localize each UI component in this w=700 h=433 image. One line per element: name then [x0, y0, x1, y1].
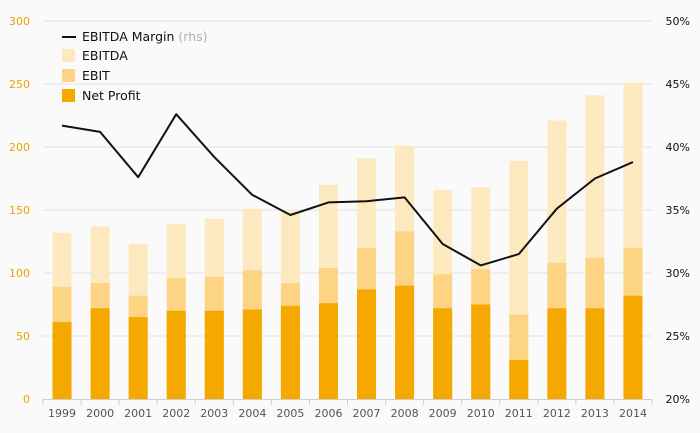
ebitda-margin-line	[61, 113, 634, 267]
legend-label-ebitda-margin-suffix: (rhs)	[178, 29, 207, 44]
legend-label-ebitda-margin-name: EBITDA Margin	[82, 29, 174, 44]
bar-net-profit-2009	[433, 308, 453, 399]
y-right-tick-label: 20%	[666, 393, 690, 406]
x-tick-label: 2006	[314, 407, 342, 420]
bar-net-profit-2004	[242, 309, 262, 399]
bar-net-profit-2002	[166, 310, 186, 399]
bar-net-profit-2011	[509, 359, 529, 399]
legend-swatch-ebit	[62, 69, 75, 82]
bar-net-profit-2014	[623, 295, 643, 399]
right-y-axis: 20% 25% 30% 35% 40% 45% 50%	[666, 15, 690, 406]
y-right-tick-label: 50%	[666, 15, 690, 28]
bar-net-profit-2010	[471, 304, 491, 399]
x-tick-label: 2011	[505, 407, 533, 420]
x-tick-label: 1999	[48, 407, 76, 420]
bar-net-profit-2003	[204, 310, 224, 399]
y-right-tick-label: 25%	[666, 330, 690, 343]
y-left-tick-label: 50	[16, 330, 30, 343]
x-tick-label: 2000	[86, 407, 114, 420]
x-tick-label: 2012	[543, 407, 571, 420]
bar-net-profit-2012	[547, 308, 567, 399]
x-tick-label: 2002	[162, 407, 190, 420]
y-left-tick-label: 150	[9, 204, 30, 217]
x-tick-label: 2010	[467, 407, 495, 420]
y-left-tick-label: 300	[9, 15, 30, 28]
bar-net-profit-1999	[52, 322, 72, 399]
y-left-tick-label: 200	[9, 141, 30, 154]
bar-net-profit-2001	[128, 317, 148, 399]
legend-swatch-ebitda	[62, 49, 75, 62]
y-right-tick-label: 35%	[666, 204, 690, 217]
y-left-tick-label: 250	[9, 78, 30, 91]
legend-label-ebitda-margin: EBITDA Margin (rhs)	[82, 29, 208, 44]
bar-net-profit-2007	[357, 289, 377, 399]
x-tick-label: 2004	[238, 407, 266, 420]
y-left-tick-label: 100	[9, 267, 30, 280]
bar-net-profit-2008	[395, 285, 415, 399]
y-right-tick-label: 40%	[666, 141, 690, 154]
x-axis: 1999 2000 2001 2002 2003 2004 2005 2006 2007 2008…	[42, 399, 653, 420]
bar-net-profit-2013	[585, 308, 605, 399]
x-tick-label: 2009	[429, 407, 457, 420]
legend-label-net-profit: Net Profit	[82, 88, 141, 103]
x-tick-label: 2005	[276, 407, 304, 420]
y-right-tick-label: 30%	[666, 267, 690, 280]
x-tick-label: 2013	[581, 407, 609, 420]
legend-label-ebitda: EBITDA	[82, 48, 128, 63]
legend: EBITDA Margin (rhs) EBITDA EBIT Net Prof…	[62, 29, 208, 103]
legend-swatch-net-profit	[62, 89, 75, 102]
left-y-axis: 0 50 100 150 200 250 300	[9, 15, 30, 406]
bar-net-profit-2005	[280, 305, 300, 399]
x-tick-label: 2001	[124, 407, 152, 420]
y-left-tick-label: 0	[23, 393, 30, 406]
x-tick-label: 2007	[353, 407, 381, 420]
margin-line	[61, 113, 634, 267]
x-tick-label: 2014	[619, 407, 647, 420]
y-right-tick-label: 45%	[666, 78, 690, 91]
bar-net-profit-2006	[318, 303, 338, 399]
x-tick-label: 2008	[391, 407, 419, 420]
bars	[52, 82, 643, 400]
legend-label-ebit: EBIT	[82, 68, 110, 83]
bar-net-profit-2000	[90, 308, 110, 399]
x-tick-label: 2003	[200, 407, 228, 420]
